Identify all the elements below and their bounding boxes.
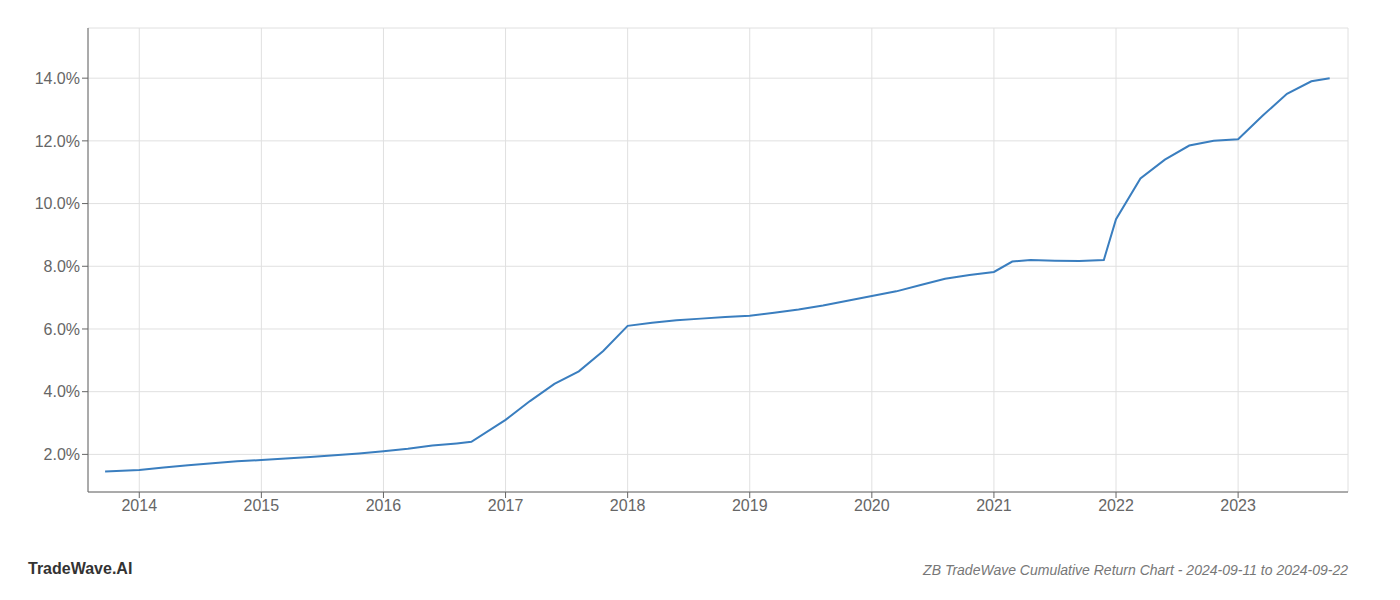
svg-text:10.0%: 10.0% (35, 195, 80, 212)
svg-text:8.0%: 8.0% (44, 258, 80, 275)
svg-text:2016: 2016 (366, 497, 402, 514)
html-text:ZB TradeWave Cumulative Return: ZB TradeWave Cumulative Return Chart - 2… (923, 562, 1348, 578)
svg-text:14.0%: 14.0% (35, 70, 80, 87)
svg-text:2018: 2018 (610, 497, 646, 514)
svg-text:2015: 2015 (244, 497, 280, 514)
svg-text:4.0%: 4.0% (44, 383, 80, 400)
svg-text:2022: 2022 (1098, 497, 1134, 514)
svg-text:2.0%: 2.0% (44, 446, 80, 463)
svg-text:2014: 2014 (121, 497, 157, 514)
svg-text:2021: 2021 (976, 497, 1012, 514)
svg-text:2023: 2023 (1220, 497, 1256, 514)
svg-text:6.0%: 6.0% (44, 321, 80, 338)
svg-text:2020: 2020 (854, 497, 890, 514)
svg-text:2017: 2017 (488, 497, 524, 514)
svg-text:12.0%: 12.0% (35, 133, 80, 150)
svg-text:2019: 2019 (732, 497, 768, 514)
html-text:TradeWave.AI: TradeWave.AI (28, 560, 133, 577)
